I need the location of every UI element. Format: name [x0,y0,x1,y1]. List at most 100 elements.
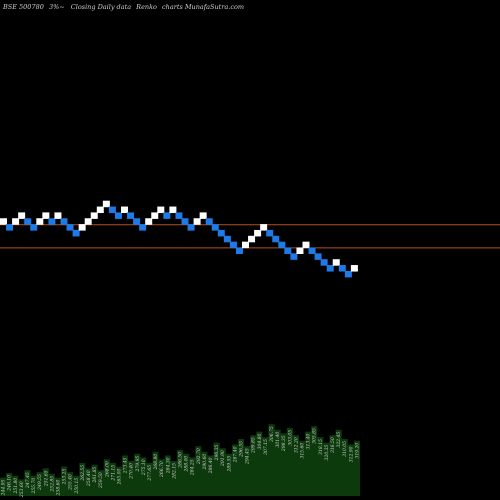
volume-label: 262.55 [80,465,86,482]
up-brick [36,218,44,225]
volume-label: 255.70 [31,478,37,495]
down-brick [30,224,38,231]
down-brick [108,206,116,214]
volume-label: 310.05 [342,441,348,457]
volume-label: 313.40 [306,433,312,449]
up-brick [296,247,304,254]
volume-label: 282.15 [171,463,177,480]
header-branding: charts MunafaSutra.com [162,3,244,11]
down-brick [278,241,286,249]
volume-label: 322.45 [336,432,342,448]
volume-label: 286.50 [178,452,184,469]
volume-label: 284.25 [190,459,196,476]
down-brick [344,270,352,278]
volume-label: 296.55 [239,441,245,458]
volume-label: 258.40 [86,470,92,487]
volume-label: 253.25 [62,468,68,485]
volume-label: 306.75 [269,426,275,442]
volume-label: 266.70 [159,461,165,478]
volume-label: 252.85 [49,476,55,493]
volume-area-fill [0,424,360,496]
renko-bricks [0,200,358,278]
volume-label: 275.10 [141,459,147,476]
header-description: Closing Daily data [71,3,131,11]
volume-label: 304.80 [257,433,263,449]
volume-label: 318.15 [318,439,324,455]
down-brick [326,265,334,272]
down-brick [320,259,328,266]
header-chart-kind: Renko [135,3,157,11]
volume-label: 316.50 [330,437,336,453]
up-brick [332,259,340,266]
down-brick [235,247,243,254]
up-brick [350,265,358,272]
up-brick [242,241,249,249]
volume-label: 291.90 [220,450,226,467]
up-brick [248,235,256,243]
up-brick [145,218,153,225]
up-brick [96,206,104,214]
volume-label: 251.80 [13,478,19,495]
up-brick [193,218,201,225]
volume-label: 273.45 [123,457,129,474]
volume-label: 251.65 [43,470,49,487]
down-brick [266,229,274,237]
up-brick [12,218,20,225]
volume-label: 270.40 [129,463,135,480]
volume-label: 298.35 [281,435,287,452]
down-brick [175,212,183,219]
down-brick [114,212,122,219]
volume-label: 299.85 [251,437,257,454]
volume-label: 312.90 [348,446,354,462]
down-brick [139,224,147,231]
up-brick [302,241,310,249]
down-brick [127,212,135,219]
volume-label: 259.50 [98,472,104,489]
down-brick [48,218,56,225]
volume-label: 307.15 [263,439,269,455]
down-brick [217,229,225,237]
volume-label: 287.40 [232,446,238,463]
volume-label: 247.45 [25,472,31,489]
up-brick [169,206,177,214]
volume-area [0,424,360,496]
volume-label: 265.00 [117,468,123,485]
up-brick [90,212,98,219]
volume-label: 253.60 [19,481,25,498]
down-brick [72,229,80,237]
down-brick [60,218,68,225]
volume-label: 246.10 [7,475,13,492]
up-brick [42,212,50,219]
header-symbol: BSE 500780 [2,3,44,11]
chart-header: BSE 500780 3%~ Closing Daily data Renko … [2,3,244,11]
volume-label: 294.45 [245,448,251,465]
volume-label: 255.40 [68,474,74,491]
volume-label: 305.85 [312,428,318,444]
up-brick [121,206,128,214]
up-brick [84,218,92,225]
volume-label: 268.00 [104,461,110,478]
volume-label: 288.00 [184,456,190,473]
down-brick [6,224,14,231]
volume-label: 289.55 [226,456,232,473]
down-brick [314,253,322,260]
up-brick [199,212,207,219]
volume-label: 301.40 [275,432,281,448]
down-brick [205,218,213,225]
volume-label: 277.65 [147,465,153,482]
volume-label: 312.20 [293,437,299,453]
up-brick [254,229,262,237]
up-brick [151,212,159,219]
volume-label: 271.15 [110,465,116,482]
down-brick [24,218,32,225]
volume-label: 303.05 [287,430,293,446]
up-brick [0,218,7,225]
down-brick [66,224,74,231]
down-brick [163,212,171,219]
down-brick [308,247,316,254]
volume-label: 284.30 [165,457,171,474]
up-brick [102,200,110,208]
